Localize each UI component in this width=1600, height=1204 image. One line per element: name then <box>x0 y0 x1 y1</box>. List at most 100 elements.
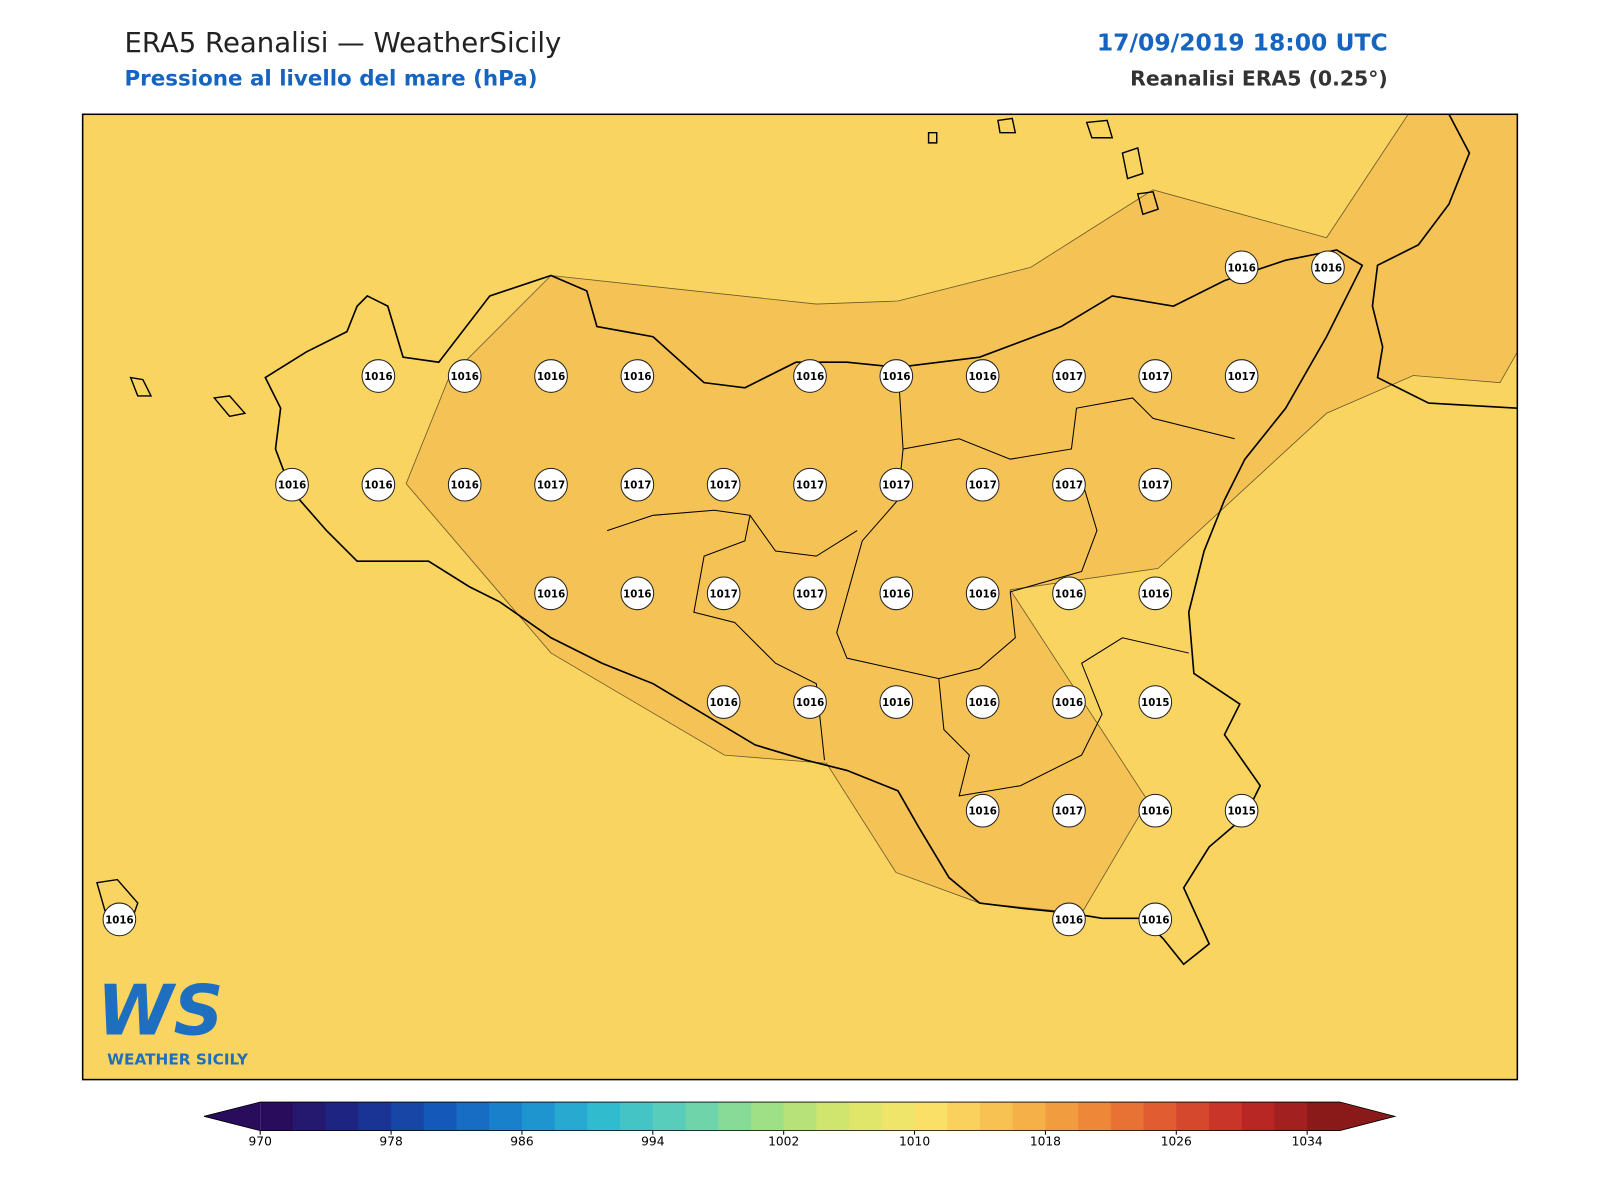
station-marker <box>793 685 827 719</box>
colorbar-segment <box>521 1102 556 1131</box>
colorbar-tick-label: 970 <box>249 1134 272 1148</box>
colorbar-segment <box>456 1102 490 1131</box>
pressure-label: 1016 <box>364 481 392 492</box>
station-marker <box>620 467 655 502</box>
colorbar-segment <box>685 1102 719 1131</box>
pressure-zone <box>405 113 1518 914</box>
colorbar-segment <box>718 1102 752 1131</box>
station-marker <box>534 359 568 393</box>
colorbar-segment <box>620 1102 654 1131</box>
station-marker <box>879 467 914 502</box>
colorbar-segment <box>1110 1102 1145 1131</box>
pressure-label: 1016 <box>796 698 824 709</box>
pressure-label: 1016 <box>882 589 910 600</box>
colorbar-segment <box>1176 1102 1210 1131</box>
station-marker <box>447 467 482 502</box>
pressure-label: 1017 <box>1227 372 1255 383</box>
station-marker <box>965 467 1000 502</box>
colorbar-segment <box>1045 1102 1079 1131</box>
pressure-label: 1016 <box>537 589 565 600</box>
colorbar-segment <box>358 1102 392 1131</box>
province-borders <box>606 367 1235 797</box>
colorbar-tick-label: 1002 <box>768 1134 799 1148</box>
station-marker <box>1224 250 1259 285</box>
pressure-label: 1016 <box>1314 263 1342 274</box>
station-marker <box>965 793 1000 828</box>
station-marker <box>1138 902 1173 937</box>
station-marker <box>1138 793 1173 828</box>
pressure-label: 1015 <box>1141 698 1169 709</box>
colorbar-segment <box>652 1102 687 1131</box>
station-marker <box>793 467 827 502</box>
station-marker <box>361 467 396 502</box>
station-marker <box>706 685 741 719</box>
colorbar-segment <box>816 1102 850 1131</box>
colorbar-tick-label: 1034 <box>1292 1134 1323 1148</box>
pressure-label: 1017 <box>537 481 565 492</box>
colorbar-segment <box>881 1102 916 1131</box>
pressure-label: 1017 <box>1055 481 1083 492</box>
station-marker <box>1052 359 1086 393</box>
colorbar-segment <box>587 1102 621 1131</box>
calabria-coast <box>1371 113 1518 409</box>
colorbar-segment <box>979 1102 1014 1131</box>
colorbar-segment <box>1012 1102 1046 1131</box>
pressure-label: 1017 <box>796 481 824 492</box>
title: ERA5 Reanalisi — WeatherSicily <box>124 27 561 59</box>
colorbar-tick-label: 978 <box>379 1134 402 1148</box>
pressure-label: 1016 <box>709 698 737 709</box>
pressure-label: 1016 <box>968 807 996 818</box>
colorbar-tick-label: 1018 <box>1030 1134 1061 1148</box>
pressure-label: 1016 <box>623 372 651 383</box>
station-marker <box>1138 467 1173 502</box>
station-marker <box>1052 902 1086 937</box>
station-marker <box>965 576 1000 611</box>
colorbar-segment <box>554 1102 588 1131</box>
subtitle: Pressione al livello del mare (hPa) <box>124 67 537 92</box>
station-marker <box>965 359 1000 393</box>
logo-mark: WS <box>97 971 224 1051</box>
pressure-label: 1016 <box>1227 263 1255 274</box>
source: Reanalisi ERA5 (0.25°) <box>1130 67 1388 91</box>
colorbar-segment <box>325 1102 359 1131</box>
station-marker <box>1138 576 1173 611</box>
colorbar-segment <box>423 1102 458 1131</box>
pressure-label: 1017 <box>1055 372 1083 383</box>
colorbar-segment <box>1241 1102 1275 1131</box>
pressure-label: 1016 <box>451 481 479 492</box>
colorbar-segment <box>391 1102 425 1131</box>
station-marker <box>275 467 309 502</box>
pressure-label: 1016 <box>1055 698 1083 709</box>
station-marker <box>1052 576 1086 611</box>
pressure-label: 1016 <box>968 698 996 709</box>
pressure-label: 1017 <box>1141 481 1169 492</box>
pressure-labels: 1016 1016 1016 1016 1016 1016 1016 1016 1016 1017… <box>102 250 1345 937</box>
map-frame <box>81 113 1519 1081</box>
pressure-label: 1017 <box>1055 807 1083 818</box>
pressure-label: 1017 <box>1141 372 1169 383</box>
colorbar-segment <box>1143 1102 1177 1131</box>
colorbar-extend-high <box>1339 1102 1395 1131</box>
colorbar-segment <box>914 1102 948 1131</box>
colorbar-segment <box>750 1102 785 1131</box>
colorbar-segment <box>1274 1102 1308 1131</box>
station-marker <box>1224 793 1259 828</box>
station-marker <box>620 576 655 611</box>
station-marker <box>534 576 568 611</box>
station-marker <box>793 576 827 611</box>
station-marker <box>361 359 396 393</box>
pressure-label: 1017 <box>623 481 651 492</box>
colorbar: 970 978 986 994 1002 1010 1018 1026 1034 <box>203 1101 1397 1148</box>
colorbar-segment <box>1307 1102 1341 1131</box>
pressure-label: 1016 <box>364 372 392 383</box>
pressure-label: 1016 <box>1055 589 1083 600</box>
pressure-label: 1017 <box>796 589 824 600</box>
station-marker <box>706 467 741 502</box>
station-marker <box>879 359 914 393</box>
pressure-label: 1016 <box>1055 915 1083 926</box>
station-marker <box>1052 685 1086 719</box>
station-marker <box>1224 359 1259 393</box>
pressure-label: 1016 <box>882 372 910 383</box>
colorbar-outline <box>203 1101 1397 1132</box>
